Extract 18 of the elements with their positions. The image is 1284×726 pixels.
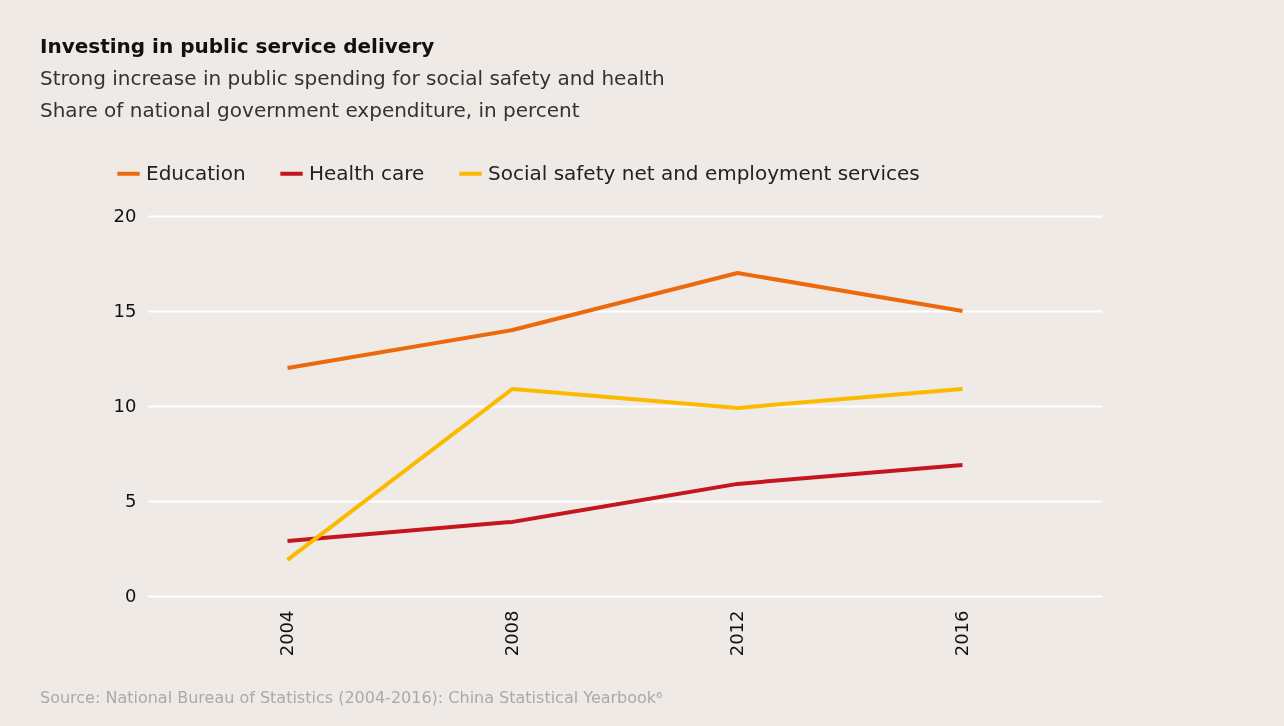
chart-title: Investing in public service delivery — [40, 34, 436, 58]
legend-label: Social safety net and employment services — [488, 160, 920, 185]
x-tick-label: 2008 — [501, 610, 522, 657]
x-tick-label: 2012 — [726, 610, 747, 657]
chart-subtitle: Strong increase in public spending for social safety and health — [40, 66, 665, 90]
x-tick-label: 2016 — [951, 610, 972, 657]
x-tick-label: 2004 — [276, 610, 297, 657]
legend-label: Health care — [309, 160, 425, 185]
y-axis-title: Share of national government expenditure, in percent — [40, 98, 581, 122]
source-note: Source: National Bureau of Statistics (2004-2016): China Statistical Yearbook⁶ — [40, 688, 663, 707]
y-tick-label: 20 — [113, 204, 137, 226]
legend-label: Education — [146, 160, 246, 185]
y-tick-label: 0 — [125, 584, 137, 606]
y-tick-label: 15 — [113, 299, 137, 321]
line-series — [285, 462, 965, 543]
line-series — [285, 271, 965, 370]
y-tick-label: 5 — [125, 489, 137, 511]
y-tick-label: 10 — [113, 394, 137, 416]
